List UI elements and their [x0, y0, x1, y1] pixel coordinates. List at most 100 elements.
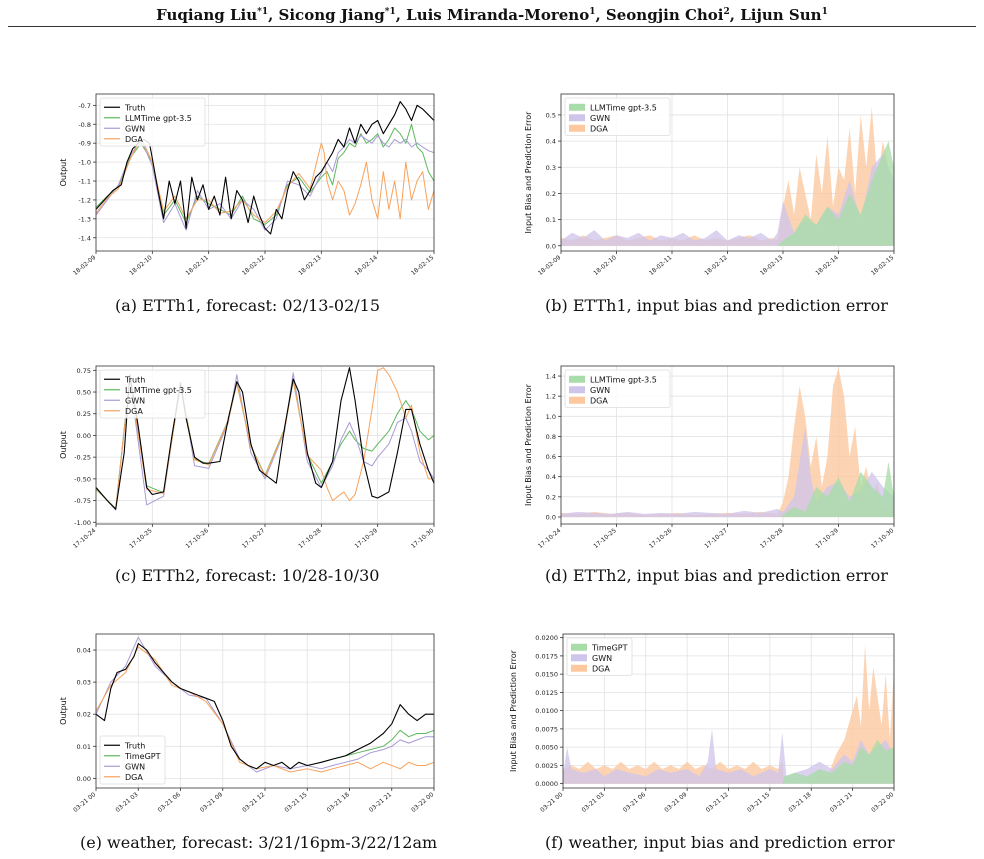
y-tick-label: 0.50 — [77, 389, 91, 397]
series-area — [561, 461, 894, 517]
author-name: Lijun Sun — [740, 6, 822, 24]
chart-a: -1.4 -1.3 -1.2 -1.1 -1.0 -0.9 -0.8 -0.7 18-02-09… — [59, 93, 436, 277]
legend-box — [564, 97, 671, 136]
x-tick-label: 18-02-13 — [297, 254, 323, 277]
x-tick-label: 18-02-09 — [537, 254, 563, 277]
chart-e: 0.00 0.01 0.02 0.03 0.04 03-21 00 03-21 03 03-2… — [59, 633, 435, 814]
y-tick-label: 0.8 — [546, 433, 556, 441]
x-tick-label: 18-02-12 — [241, 254, 267, 277]
page-header: Fuqiang Liu*1, Sicong Jiang*1, Luis Mira… — [0, 0, 984, 30]
author-affiliation: 2 — [723, 7, 730, 17]
y-tick-label: -1.3 — [78, 215, 91, 223]
legend-label: DGA — [125, 407, 143, 416]
legend-label: DGA — [590, 396, 608, 405]
x-tick-label: 18-02-11 — [648, 254, 674, 277]
author-separator: , — [729, 6, 741, 24]
x-tick-label: 03-21 15 — [283, 791, 308, 814]
figure-panel-f: 0.0000 0.0025 0.0050 0.0075 0.0100 0.0125 0.01… — [505, 630, 900, 822]
y-tick-label: 0.0175 — [535, 652, 558, 660]
chart-c: -1.00 -0.75 -0.50 -0.25 0.00 0.25 0.50 0.75 17-1… — [59, 365, 435, 550]
author-name: Fuqiang Liu — [156, 6, 258, 24]
legend-box — [564, 369, 671, 408]
y-tick-label: -0.75 — [74, 497, 91, 505]
legend-label: DGA — [125, 135, 143, 144]
y-tick-label: 0.0125 — [535, 689, 558, 697]
y-tick-label: 0.04 — [77, 647, 91, 655]
legend-swatch — [571, 664, 587, 672]
y-tick-label: 0.5 — [546, 111, 556, 119]
x-tick-label: 03-21 06 — [622, 791, 647, 814]
figure-panel-c: -1.00 -0.75 -0.50 -0.25 0.00 0.25 0.50 0.75 17-1… — [50, 362, 440, 558]
x-tick-label: 17-10-28 — [759, 527, 785, 550]
x-tick-label: 18-02-15 — [870, 254, 896, 277]
y-tick-label: 0.00 — [77, 775, 91, 783]
legend-label: LLMTime gpt-3.5 — [590, 375, 657, 384]
series-area — [563, 739, 894, 784]
x-tick-label: 03-21 03 — [580, 791, 605, 814]
series-line — [95, 367, 435, 510]
y-tick-label: 0.6 — [546, 453, 556, 461]
legend-label: GWN — [590, 386, 610, 395]
series-line — [95, 135, 435, 231]
y-tick-label: -0.7 — [78, 102, 91, 110]
y-tick-label: -0.50 — [74, 475, 91, 483]
y-tick-label: 0.0200 — [535, 634, 558, 642]
x-tick-label: 03-21 15 — [746, 791, 771, 814]
x-tick-label: 03-21 21 — [368, 791, 393, 814]
y-tick-label: 0.0150 — [535, 671, 558, 679]
x-tick-label: 03-22 00 — [870, 791, 895, 814]
y-axis-label: Input Bias and Prediction Error — [524, 383, 533, 506]
x-tick-label: 03-21 00 — [72, 791, 97, 814]
legend-swatch — [569, 103, 585, 111]
x-tick-label: 17-10-26 — [185, 527, 211, 550]
y-axis-label: Output — [59, 431, 68, 459]
y-tick-label: 0.0100 — [535, 707, 558, 715]
x-tick-label: 18-02-11 — [185, 254, 211, 277]
y-tick-label: -0.8 — [78, 121, 91, 129]
y-tick-label: 0.02 — [77, 711, 91, 719]
caption-a: (a) ETTh1, forecast: 02/13-02/15 — [115, 296, 380, 315]
figure-panel-e: 0.00 0.01 0.02 0.03 0.04 03-21 00 03-21 03 03-2… — [50, 630, 440, 822]
x-tick-label: 18-02-15 — [410, 254, 436, 277]
figure-panel-a: -1.4 -1.3 -1.2 -1.1 -1.0 -0.9 -0.8 -0.7 18-02-09… — [50, 90, 440, 285]
series-line — [95, 646, 435, 773]
x-tick-label: 18-02-14 — [354, 254, 380, 277]
x-tick-label: 03-21 03 — [114, 791, 139, 814]
x-tick-label: 17-10-27 — [703, 527, 729, 550]
x-tick-label: 17-10-26 — [648, 527, 674, 550]
legend-box — [99, 97, 206, 147]
legend-swatch — [569, 375, 585, 383]
chart-d: 0.0 0.2 0.4 0.6 0.8 1.0 1.2 1.4 17-10-24 17-10-25… — [524, 365, 895, 550]
x-tick-label: 17-10-29 — [814, 527, 840, 550]
x-tick-label: 17-10-28 — [297, 527, 323, 550]
y-tick-label: 0.0025 — [535, 762, 558, 770]
author-list: Fuqiang Liu*1, Sicong Jiang*1, Luis Mira… — [0, 6, 984, 24]
legend-label: GWN — [125, 396, 145, 405]
y-tick-label: 0.00 — [77, 432, 91, 440]
author-separator: , — [268, 6, 279, 24]
legend-label: GWN — [592, 654, 612, 663]
y-tick-label: -1.1 — [78, 178, 91, 186]
legend-box — [99, 735, 166, 785]
series-area — [561, 426, 894, 517]
author-separator: , — [595, 6, 606, 24]
legend-label: Truth — [124, 375, 145, 384]
author-name: Sicong Jiang — [278, 6, 385, 24]
series-line — [95, 643, 434, 770]
x-tick-label: 18-02-10 — [592, 254, 618, 277]
series-line — [95, 137, 435, 224]
author-affiliation: 1 — [821, 7, 828, 17]
y-tick-label: -0.25 — [74, 454, 91, 462]
legend-label: LLMTime gpt-3.5 — [125, 114, 192, 123]
author-affiliation: 1 — [589, 7, 596, 17]
legend-label: DGA — [125, 773, 143, 782]
x-tick-label: 03-21 12 — [705, 791, 730, 814]
legend-label: DGA — [590, 124, 608, 133]
x-tick-label: 03-21 18 — [787, 791, 812, 814]
legend-label: GWN — [125, 124, 145, 133]
y-tick-label: 0.01 — [77, 743, 91, 751]
caption-f: (f) weather, input bias and prediction e… — [545, 833, 895, 852]
y-tick-label: 0.25 — [77, 410, 91, 418]
legend-label: LLMTime gpt-3.5 — [125, 386, 192, 395]
y-tick-label: 0.3 — [546, 164, 556, 172]
